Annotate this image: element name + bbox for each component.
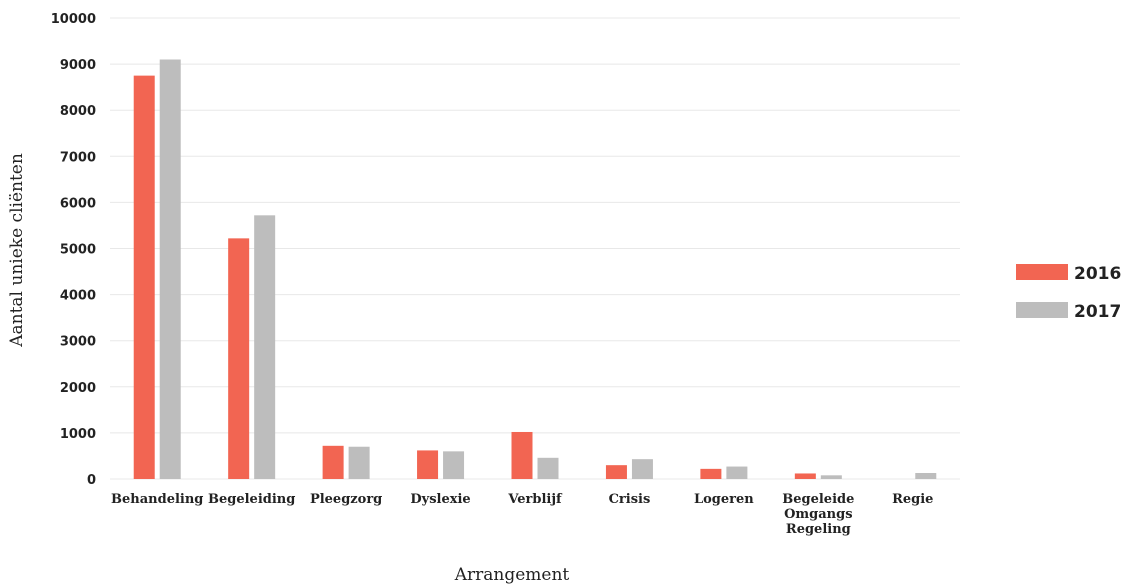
bar-2016-6 [700, 468, 722, 479]
legend-swatch-2016 [1016, 264, 1068, 280]
x-category-label: Crisis [609, 492, 651, 507]
bar-2017-0 [159, 59, 181, 480]
gridlines [110, 17, 960, 480]
bar-2016-0 [133, 75, 155, 479]
y-tick-label: 10000 [51, 12, 96, 27]
x-axis-title: Arrangement [454, 565, 570, 585]
bar-2017-5 [631, 459, 653, 479]
y-tick-label: 7000 [60, 150, 96, 165]
x-category-label: Regie [892, 492, 933, 507]
legend-swatch-2017 [1016, 302, 1068, 318]
x-category-label: Dyslexie [410, 492, 470, 507]
legend-label-2016: 2016 [1074, 264, 1121, 284]
y-axis-title: Aantal unieke cliënten [7, 153, 27, 348]
x-axis-categories: Behandeling Begeleiding Pleegzorg Dyslexie V… [111, 492, 933, 537]
legend: 2016 2017 [1016, 264, 1121, 322]
x-category-label: Begeleide Omgangs Regeling [782, 492, 854, 537]
bar-2016-3 [417, 450, 439, 479]
x-category-label: Verblijf [507, 492, 563, 507]
bar-2017-3 [443, 451, 465, 479]
bar-2017-7 [820, 475, 842, 479]
y-tick-label: 9000 [60, 58, 96, 73]
y-axis-ticks: 0 1000 2000 3000 4000 5000 6000 7000 8000 9000 100… [51, 12, 96, 488]
bar-2016-1 [228, 238, 250, 479]
bar-2017-4 [537, 457, 559, 479]
x-category-label: Begeleiding [208, 492, 295, 507]
y-tick-label: 3000 [60, 335, 96, 350]
legend-label-2017: 2017 [1074, 302, 1121, 322]
bar-2016-5 [605, 465, 627, 479]
bar-2016-4 [511, 431, 533, 479]
bar-2017-6 [726, 466, 748, 479]
y-tick-label: 5000 [60, 243, 96, 258]
y-tick-label: 6000 [60, 196, 96, 211]
x-category-label: Pleegzorg [310, 492, 382, 507]
bars [133, 59, 937, 480]
y-tick-label: 2000 [60, 381, 96, 396]
y-tick-label: 4000 [60, 289, 96, 304]
bar-2017-2 [348, 446, 370, 479]
y-tick-label: 8000 [60, 104, 96, 119]
x-category-label: Behandeling [111, 492, 203, 507]
bar-2016-2 [322, 445, 344, 479]
bar-2017-8 [915, 473, 937, 479]
bar-2016-7 [794, 473, 816, 479]
y-tick-label: 1000 [60, 427, 96, 442]
y-tick-label: 0 [87, 473, 96, 488]
x-category-label: Logeren [694, 492, 754, 507]
bar-2017-1 [254, 215, 276, 480]
